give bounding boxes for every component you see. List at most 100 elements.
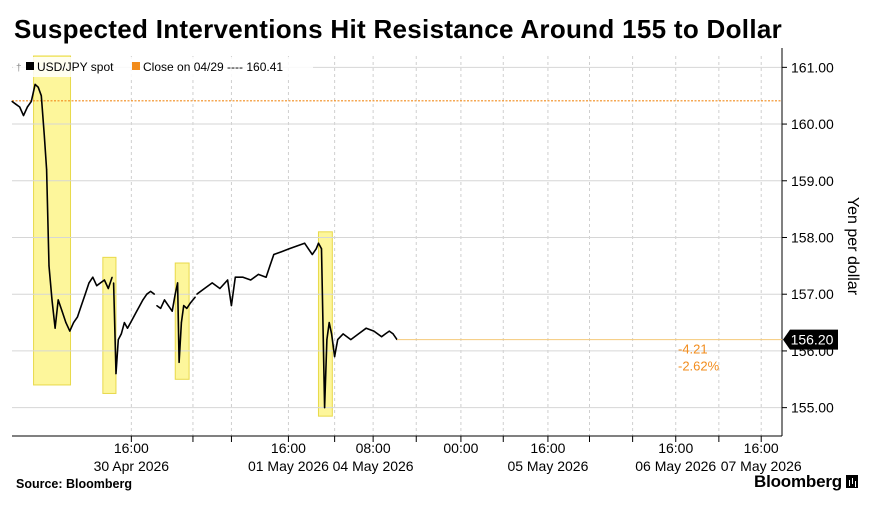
y-tick-label-1: 160.00 [791, 116, 834, 132]
usdjpy-point-4-34 [384, 333, 387, 335]
change-value: -4.21 [678, 342, 708, 357]
legend-swatch-close [132, 62, 140, 70]
usdjpy-point-1-15 [61, 310, 63, 312]
usdjpy-point-1-1 [15, 103, 17, 105]
usdjpy-point-3-7 [178, 361, 180, 363]
legend-label-spot: USD/JPY spot [37, 60, 114, 74]
usdjpy-point-2-2 [117, 338, 119, 341]
bloomberg-logo: Bloomberg [754, 472, 858, 492]
usdjpy-point-4-36 [392, 333, 394, 335]
y-tick-label-0: 161.00 [791, 59, 834, 75]
x-tick-date-3: 01 May 2026 [248, 458, 329, 474]
usdjpy-point-4-24 [328, 321, 330, 324]
usdjpy-point-4-8 [250, 279, 252, 281]
x-tick-time-9: 16:00 [530, 440, 565, 456]
intervention-highlight-2 [102, 256, 117, 394]
x-tick-time-14: 16:00 [744, 440, 779, 456]
usdjpy-point-1-16 [65, 321, 67, 324]
usdjpy-point-4-13 [280, 251, 283, 253]
intervention-highlight-1 [33, 55, 72, 386]
usdjpy-point-4-5 [230, 304, 233, 307]
usdjpy-point-4-29 [350, 338, 352, 341]
x-tick-date-0: 30 Apr 2026 [94, 458, 170, 474]
usdjpy-point-1-12 [51, 299, 53, 301]
x-tick-date-5: 04 May 2026 [333, 458, 414, 474]
usdjpy-point-4-9 [257, 273, 259, 275]
chart-title: Suspected Interventions Hit Resistance A… [14, 14, 783, 44]
usdjpy-point-4-12 [273, 253, 275, 256]
legend-label-close: Close on 04/29 ---- 160.41 [143, 60, 283, 74]
legend-swatch-spot [26, 62, 34, 70]
usdjpy-point-4-25 [330, 333, 333, 335]
usdjpy-point-3-5 [174, 293, 176, 295]
usdjpy-point-4-0 [196, 293, 198, 295]
y-tick-label-4: 157.00 [791, 286, 834, 302]
x-tick-time-12: 16:00 [658, 440, 693, 456]
last-value-tag [783, 329, 838, 350]
usdjpy-point-3-1 [160, 307, 162, 309]
x-tick-date-9: 05 May 2026 [507, 458, 588, 474]
usdjpy-point-1-22 [88, 282, 90, 284]
usdjpy-point-4-26 [334, 355, 336, 358]
axes [12, 48, 783, 437]
usdjpy-point-4-14 [288, 248, 290, 250]
usdjpy-point-3-8 [180, 321, 182, 324]
usdjpy-point-1-27 [107, 287, 109, 290]
usdjpy-point-4-21 [320, 248, 323, 250]
usdjpy-point-3-0 [156, 304, 158, 307]
legend-background [13, 57, 313, 77]
usdjpy-point-4-1 [203, 287, 206, 290]
usdjpy-point-2-7 [133, 316, 135, 318]
usdjpy-point-3-11 [190, 302, 192, 304]
usdjpy-point-1-23 [92, 276, 94, 278]
usdjpy-point-1-10 [46, 168, 48, 171]
usdjpy-point-4-35 [388, 330, 390, 332]
usdjpy-line-segment-4 [196, 242, 398, 409]
usdjpy-point-1-28 [111, 276, 113, 278]
usdjpy-point-4-23 [326, 338, 328, 341]
usdjpy-point-4-7 [242, 276, 244, 278]
usdjpy-point-3-2 [163, 299, 166, 301]
usdjpy-point-3-10 [186, 307, 188, 309]
x-tick-date-12: 06 May 2026 [635, 458, 716, 474]
usdjpy-point-3-4 [171, 310, 173, 312]
usdjpy-point-4-31 [365, 327, 367, 329]
usdjpy-point-4-4 [227, 279, 229, 281]
terminal-icon [845, 475, 858, 488]
usdjpy-point-1-7 [37, 86, 39, 88]
usdjpy-point-1-26 [103, 279, 105, 281]
usdjpy-point-1-0 [11, 100, 13, 102]
usdjpy-point-4-3 [219, 287, 221, 290]
usdjpy-point-1-21 [84, 293, 86, 295]
usdjpy-point-4-15 [296, 245, 298, 247]
usdjpy-point-3-9 [183, 304, 185, 307]
usdjpy-point-4-19 [315, 248, 317, 250]
usdjpy-point-4-32 [373, 330, 375, 332]
usdjpy-point-4-27 [337, 338, 339, 341]
usdjpy-point-2-8 [136, 310, 138, 312]
usdjpy-point-4-20 [317, 242, 320, 244]
x-tick-time-0: 16:00 [114, 440, 149, 456]
usdjpy-point-2-10 [142, 299, 144, 301]
brand-label: Bloomberg [754, 472, 842, 491]
usdjpy-point-1-3 [22, 114, 25, 117]
usdjpy-point-1-19 [76, 316, 79, 318]
y-tick-label-2: 159.00 [791, 173, 834, 189]
usdjpy-point-4-10 [265, 276, 267, 278]
usdjpy-point-4-30 [357, 333, 360, 335]
usdjpy-point-1-24 [96, 285, 98, 287]
usdjpy-point-1-11 [48, 265, 50, 267]
usdjpy-point-2-12 [150, 290, 152, 292]
legend: † USD/JPY spot Close on 04/29 ---- 160.41 [13, 57, 313, 77]
usdjpy-point-3-3 [167, 304, 169, 307]
y-axis-title: Yen per dollar [844, 197, 861, 296]
usdjpy-point-1-2 [19, 106, 21, 108]
usdjpy-point-2-4 [123, 321, 126, 324]
last-value-label: 156.20 [791, 332, 834, 348]
usdjpy-line-segment-2 [112, 282, 155, 375]
usdjpy-line [11, 83, 398, 409]
y-tick-label-3: 158.00 [791, 229, 834, 245]
usdjpy-point-2-9 [139, 304, 141, 307]
usdjpy-point-1-14 [57, 299, 59, 301]
x-tick-time-3: 16:00 [271, 440, 306, 456]
